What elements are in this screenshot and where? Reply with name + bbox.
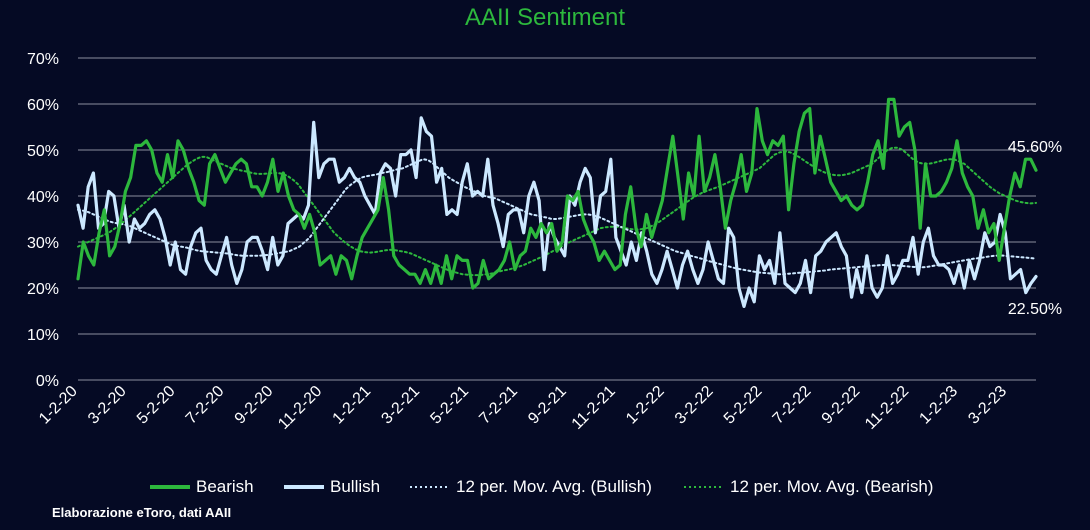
x-tick-label: 9-2-22 xyxy=(819,383,864,428)
grid-lines xyxy=(78,57,1036,381)
legend-swatch-bearish xyxy=(150,485,190,489)
x-tick-label: 1-2-21 xyxy=(330,383,375,428)
y-tick-label: 40% xyxy=(27,189,59,206)
x-tick-label: 7-2-21 xyxy=(476,383,521,428)
x-tick-label: 7-2-20 xyxy=(183,383,228,428)
legend-swatch-ma-bearish xyxy=(684,486,724,488)
legend-item-ma-bearish[interactable]: 12 per. Mov. Avg. (Bearish) xyxy=(684,476,933,498)
legend-item-bullish[interactable]: Bullish xyxy=(284,476,380,498)
end-label-bullish: 22.50% xyxy=(1008,301,1062,318)
x-tick-label: 11-2-21 xyxy=(569,383,619,433)
x-tick-label: 3-2-20 xyxy=(85,383,130,428)
end-labels: 45.60% 22.50% xyxy=(1008,139,1062,318)
x-tick-label: 3-2-21 xyxy=(378,383,423,428)
legend-label-ma-bullish: 12 per. Mov. Avg. (Bullish) xyxy=(456,477,652,496)
legend-label-ma-bearish: 12 per. Mov. Avg. (Bearish) xyxy=(730,477,934,496)
legend-swatch-ma-bullish xyxy=(410,486,450,488)
x-tick-label: 11-2-22 xyxy=(862,383,912,433)
x-tick-label: 1-2-22 xyxy=(623,383,668,428)
y-axis-tick-labels: 0% 10% 20% 30% 40% 50% 60% 70% xyxy=(27,51,59,390)
chart-title: AAII Sentiment xyxy=(464,4,626,31)
series-line-12-per-mov-avg-bullish xyxy=(77,158,1037,276)
legend-label-bullish: Bullish xyxy=(330,477,381,496)
x-tick-label: 3-2-23 xyxy=(965,383,1010,428)
series-line-bullish xyxy=(76,116,1038,308)
y-tick-label: 0% xyxy=(36,373,59,390)
legend-item-bearish[interactable]: Bearish xyxy=(150,476,254,498)
end-label-bearish: 45.60% xyxy=(1008,139,1062,156)
y-tick-label: 60% xyxy=(27,97,59,114)
x-tick-label: 11-2-20 xyxy=(275,383,325,433)
x-tick-label: 1-2-23 xyxy=(916,383,961,428)
legend-label-bearish: Bearish xyxy=(196,477,254,496)
y-tick-label: 70% xyxy=(27,51,59,68)
x-tick-label: 9-2-21 xyxy=(525,383,570,428)
series-lines xyxy=(76,97,1038,308)
legend-swatch-bullish xyxy=(284,485,324,489)
x-tick-label: 9-2-20 xyxy=(232,383,277,428)
x-tick-label: 5-2-22 xyxy=(721,383,766,428)
legend: Bearish Bullish 12 per. Mov. Avg. (Bulli… xyxy=(0,476,1090,498)
x-tick-label: 5-2-21 xyxy=(427,383,472,428)
legend-item-ma-bullish[interactable]: 12 per. Mov. Avg. (Bullish) xyxy=(410,476,652,498)
y-tick-label: 50% xyxy=(27,143,59,160)
x-tick-label: 3-2-22 xyxy=(672,383,717,428)
x-tick-label: 5-2-20 xyxy=(134,383,179,428)
source-note: Elaborazione eToro, dati AAII xyxy=(52,505,232,520)
x-tick-label: 7-2-22 xyxy=(770,383,815,428)
y-tick-label: 20% xyxy=(27,281,59,298)
y-tick-label: 30% xyxy=(27,235,59,252)
series-line-bearish xyxy=(76,97,1038,290)
y-tick-label: 10% xyxy=(27,327,59,344)
